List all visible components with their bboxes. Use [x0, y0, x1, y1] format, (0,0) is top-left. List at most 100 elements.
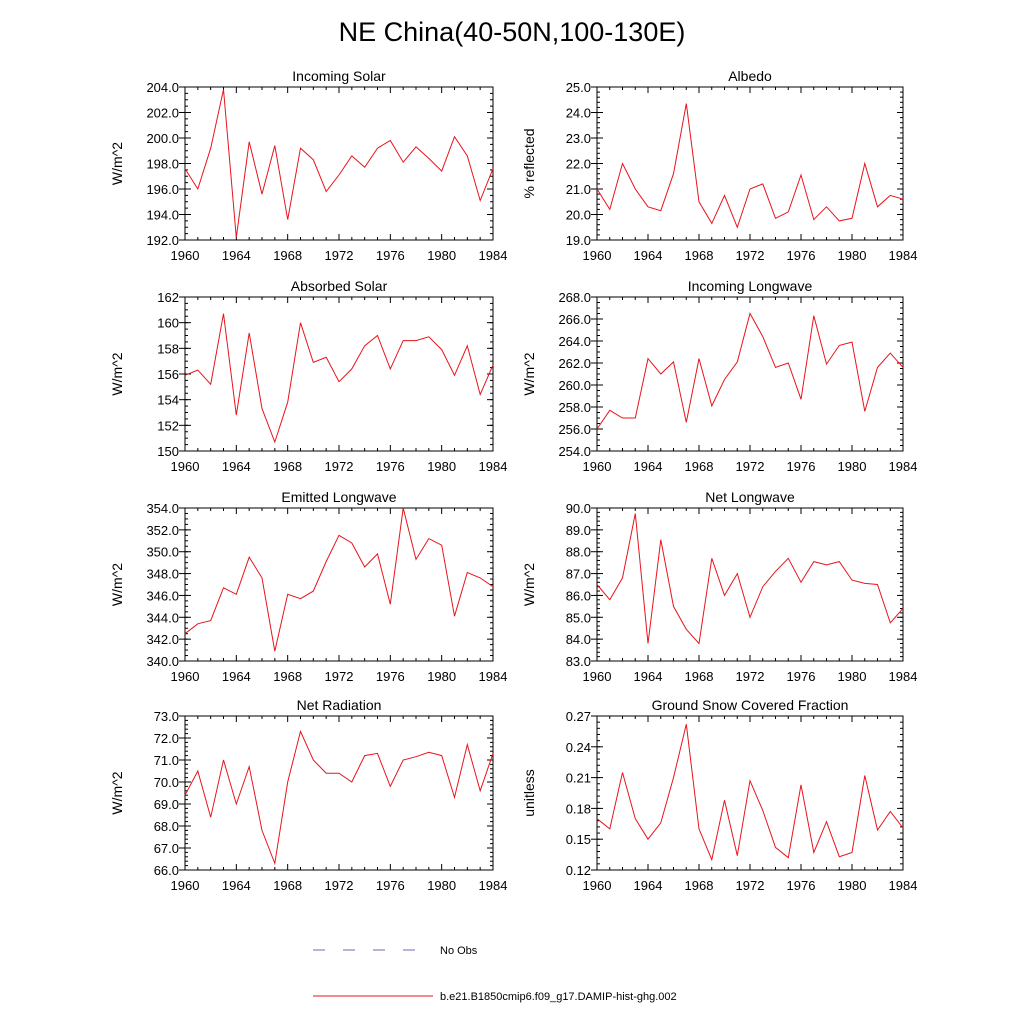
x-tick-label: 1980	[427, 248, 456, 263]
x-tick-label: 1964	[634, 878, 663, 893]
x-tick-label: 1960	[171, 878, 200, 893]
y-tick-label: 69.0	[154, 797, 179, 812]
y-tick-label: 194.0	[146, 208, 179, 223]
y-tick-label: 354.0	[146, 501, 179, 516]
x-tick-label: 1964	[634, 248, 663, 263]
y-tick-label: 87.0	[566, 567, 591, 582]
figure-title: NE China(40-50N,100-130E)	[339, 17, 686, 47]
x-tick-label: 1964	[222, 248, 251, 263]
y-tick-label: 200.0	[146, 131, 179, 146]
legend-label-model: b.e21.B1850cmip6.f09_g17.DAMIP-hist-ghg.…	[440, 991, 677, 1003]
y-tick-label: 83.0	[566, 654, 591, 669]
plot-frame	[184, 86, 494, 241]
y-tick-label: 264.0	[558, 334, 591, 349]
y-tick-label: 196.0	[146, 182, 179, 197]
x-tick-label: 1976	[787, 459, 816, 474]
y-axis-label: unitless	[521, 769, 537, 816]
x-tick-label: 1972	[325, 669, 354, 684]
y-tick-label: 158	[157, 341, 179, 356]
panel-title: Net Longwave	[705, 489, 795, 505]
panel-4: 1960 1964 1968 1972 1976 1980 1984 254.0 256.0 25…	[521, 278, 917, 474]
x-tick-label: 1984	[889, 669, 918, 684]
x-tick-label: 1960	[583, 248, 612, 263]
y-tick-label: 72.0	[154, 731, 179, 746]
y-tick-label: 89.0	[566, 523, 591, 538]
y-tick-label: 85.0	[566, 610, 591, 625]
x-tick-label: 1980	[838, 878, 867, 893]
plot-frame	[184, 507, 494, 662]
panel-5: 1960 1964 1968 1972 1976 1980 1984 340.0 342.0 34…	[109, 489, 507, 684]
y-tick-label: 71.0	[154, 753, 179, 768]
x-tick-label: 1968	[685, 878, 714, 893]
y-tick-label: 268.0	[558, 290, 591, 305]
y-tick-label: 256.0	[558, 422, 591, 437]
panel-7: 1960 1964 1968 1972 1976 1980 1984 66.0 67.0 68.0…	[109, 697, 507, 893]
panel-title: Ground Snow Covered Fraction	[652, 697, 849, 713]
legend: No Obs b.e21.B1850cmip6.f09_g17.DAMIP-hi…	[313, 945, 677, 1003]
y-tick-label: 260.0	[558, 378, 591, 393]
panel-title: Albedo	[728, 68, 772, 84]
y-tick-label: 86.0	[566, 588, 591, 603]
y-axis-label: W/m^2	[109, 352, 125, 395]
x-tick-label: 1984	[889, 459, 918, 474]
x-tick-label: 1976	[787, 878, 816, 893]
y-tick-label: 258.0	[558, 400, 591, 415]
x-tick-label: 1980	[838, 248, 867, 263]
x-tick-label: 1984	[479, 248, 508, 263]
x-tick-label: 1984	[479, 459, 508, 474]
y-tick-label: 156	[157, 367, 179, 382]
y-tick-label: 152	[157, 418, 179, 433]
y-tick-label: 22.0	[566, 157, 591, 172]
x-tick-label: 1980	[838, 669, 867, 684]
y-axis-label: W/m^2	[109, 563, 125, 606]
x-tick-label: 1976	[376, 669, 405, 684]
x-tick-label: 1984	[479, 878, 508, 893]
x-tick-label: 1976	[787, 248, 816, 263]
y-tick-label: 21.0	[566, 182, 591, 197]
y-tick-label: 20.0	[566, 208, 591, 223]
panel-title: Net Radiation	[297, 697, 382, 713]
x-tick-label: 1976	[787, 669, 816, 684]
plot-frame	[184, 715, 494, 871]
x-tick-label: 1968	[273, 878, 302, 893]
x-tick-label: 1960	[171, 248, 200, 263]
y-tick-label: 88.0	[566, 545, 591, 560]
y-tick-label: 352.0	[146, 523, 179, 538]
series-line	[184, 313, 494, 444]
x-tick-label: 1972	[736, 459, 765, 474]
y-tick-label: 0.15	[566, 832, 591, 847]
y-tick-label: 198.0	[146, 157, 179, 172]
y-tick-label: 67.0	[154, 841, 179, 856]
y-tick-label: 342.0	[146, 632, 179, 647]
y-tick-label: 73.0	[154, 709, 179, 724]
x-tick-label: 1964	[222, 669, 251, 684]
x-tick-label: 1968	[685, 669, 714, 684]
y-tick-label: 154	[157, 393, 179, 408]
y-tick-label: 150	[157, 444, 179, 459]
x-tick-label: 1964	[634, 669, 663, 684]
y-axis-label: W/m^2	[109, 142, 125, 185]
plot-frame	[596, 296, 904, 452]
series-line	[184, 507, 494, 652]
x-tick-label: 1968	[685, 248, 714, 263]
y-tick-label: 84.0	[566, 632, 591, 647]
y-tick-label: 0.12	[566, 863, 591, 878]
panel-title: Incoming Longwave	[688, 278, 813, 294]
panel-6: 1960 1964 1968 1972 1976 1980 1984 83.0 84.0 85.0…	[521, 489, 917, 684]
y-axis-label: W/m^2	[109, 771, 125, 814]
x-tick-label: 1980	[427, 459, 456, 474]
panel-8: 1960 1964 1968 1972 1976 1980 1984 0.12 0.15 0.18…	[521, 697, 917, 893]
y-tick-label: 340.0	[146, 654, 179, 669]
x-tick-label: 1984	[479, 669, 508, 684]
legend-label-no-obs: No Obs	[440, 945, 478, 957]
y-tick-label: 160	[157, 316, 179, 331]
y-tick-label: 24.0	[566, 106, 591, 121]
y-tick-label: 254.0	[558, 444, 591, 459]
x-tick-label: 1980	[427, 669, 456, 684]
y-tick-label: 68.0	[154, 819, 179, 834]
x-tick-label: 1972	[736, 248, 765, 263]
x-tick-label: 1976	[376, 248, 405, 263]
series-line	[184, 729, 494, 866]
panel-1: 1960 1964 1968 1972 1976 1980 1984 192.0 194.0 19…	[109, 68, 507, 263]
